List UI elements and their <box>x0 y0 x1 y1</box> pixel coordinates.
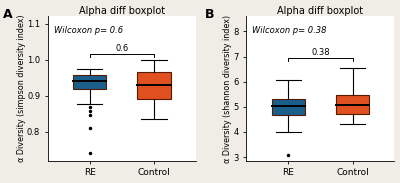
Text: 0.38: 0.38 <box>311 48 330 57</box>
Y-axis label: α Diversity (shannon diversity index): α Diversity (shannon diversity index) <box>223 14 232 163</box>
Bar <box>137 72 171 99</box>
Bar <box>73 75 106 89</box>
Text: Wilcoxon p= 0.6: Wilcoxon p= 0.6 <box>54 27 123 36</box>
Bar <box>272 99 305 115</box>
Text: A: A <box>4 8 13 21</box>
Text: 0.6: 0.6 <box>115 44 128 53</box>
Text: Wilcoxon p= 0.38: Wilcoxon p= 0.38 <box>252 27 327 36</box>
Text: B: B <box>205 8 214 21</box>
Title: Alpha diff boxplot: Alpha diff boxplot <box>79 5 165 16</box>
Bar <box>336 95 369 114</box>
Y-axis label: α Diversity (simpson diversity index): α Diversity (simpson diversity index) <box>16 15 26 162</box>
Title: Alpha diff boxplot: Alpha diff boxplot <box>277 5 364 16</box>
